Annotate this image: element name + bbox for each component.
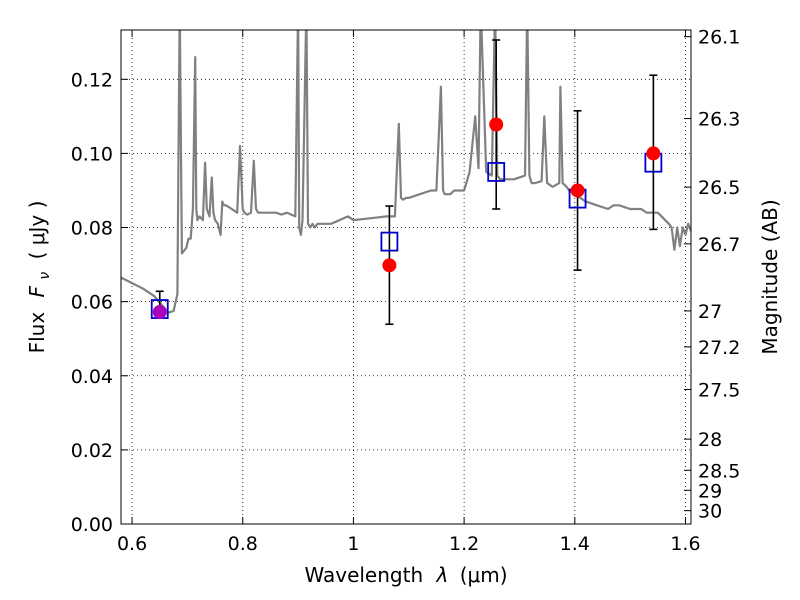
x-tick-label: 1.4 — [560, 533, 590, 555]
y-axis-label-unit: ( μJy ) — [25, 201, 49, 260]
y2-tick-label: 26.7 — [698, 234, 740, 256]
y2-tick-label: 29 — [698, 480, 722, 502]
x-axis-label-text: Wavelength — [304, 563, 423, 587]
y2-tick-label: 27 — [698, 301, 722, 323]
x-tick-label: 1 — [347, 533, 359, 555]
y-tick-label: 0.12 — [71, 69, 113, 91]
ticks: 0.6 0.8 1 1.2 1.4 1.6 0.00 0.02 0.04 0.06 0.08 0.10… — [71, 27, 741, 555]
spectrum-line — [121, 30, 691, 314]
plot-frame — [120, 29, 692, 525]
y-axis-label-symbol: F — [25, 285, 49, 297]
y-tick-label: 0.06 — [71, 292, 113, 314]
circle-point — [382, 258, 397, 273]
x-tick-label: 0.8 — [228, 533, 258, 555]
y2-tick-label: 28.5 — [698, 460, 740, 482]
y-axis-label: Flux F ν ( μJy ) — [25, 201, 54, 354]
y-tick-label: 0.00 — [71, 514, 113, 536]
y-tick-label: 0.04 — [71, 366, 113, 388]
plot-background — [121, 30, 691, 524]
grid — [121, 30, 691, 524]
y-tick-label: 0.02 — [71, 440, 113, 462]
y2-tick-label: 27.5 — [698, 379, 740, 401]
x-tick-label: 0.6 — [117, 533, 147, 555]
circle-point — [646, 146, 661, 161]
square-markers — [150, 152, 663, 319]
y2-tick-label: 26.5 — [698, 177, 740, 199]
y2-tick-label: 26.1 — [698, 27, 740, 49]
square-point — [487, 162, 506, 182]
model-spectrum — [121, 30, 691, 314]
y-axis-label-text: Flux — [25, 312, 49, 354]
y2-tick-label: 28 — [698, 429, 722, 451]
y2-tick-label: 30 — [698, 501, 722, 523]
circle-point — [152, 305, 167, 320]
circle-markers — [152, 117, 661, 320]
y-axis-label-subscript: ν — [37, 272, 53, 280]
square-point — [380, 231, 399, 252]
y2-tick-label: 26.3 — [698, 109, 740, 131]
y-tick-label: 0.10 — [71, 143, 113, 165]
y2-tick-label: 27.2 — [698, 337, 740, 359]
x-axis-label-unit: (μm) — [460, 563, 508, 587]
y2-axis-label: Magnitude (AB) — [758, 199, 782, 354]
x-axis-label-symbol: λ — [436, 563, 449, 587]
x-axis-label: Wavelength λ (μm) — [304, 563, 507, 587]
x-tick-label: 1.6 — [670, 533, 700, 555]
x-tick-label: 1.2 — [449, 533, 479, 555]
circle-point — [570, 183, 585, 198]
y-tick-label: 0.08 — [71, 218, 113, 240]
circle-point — [489, 117, 504, 132]
